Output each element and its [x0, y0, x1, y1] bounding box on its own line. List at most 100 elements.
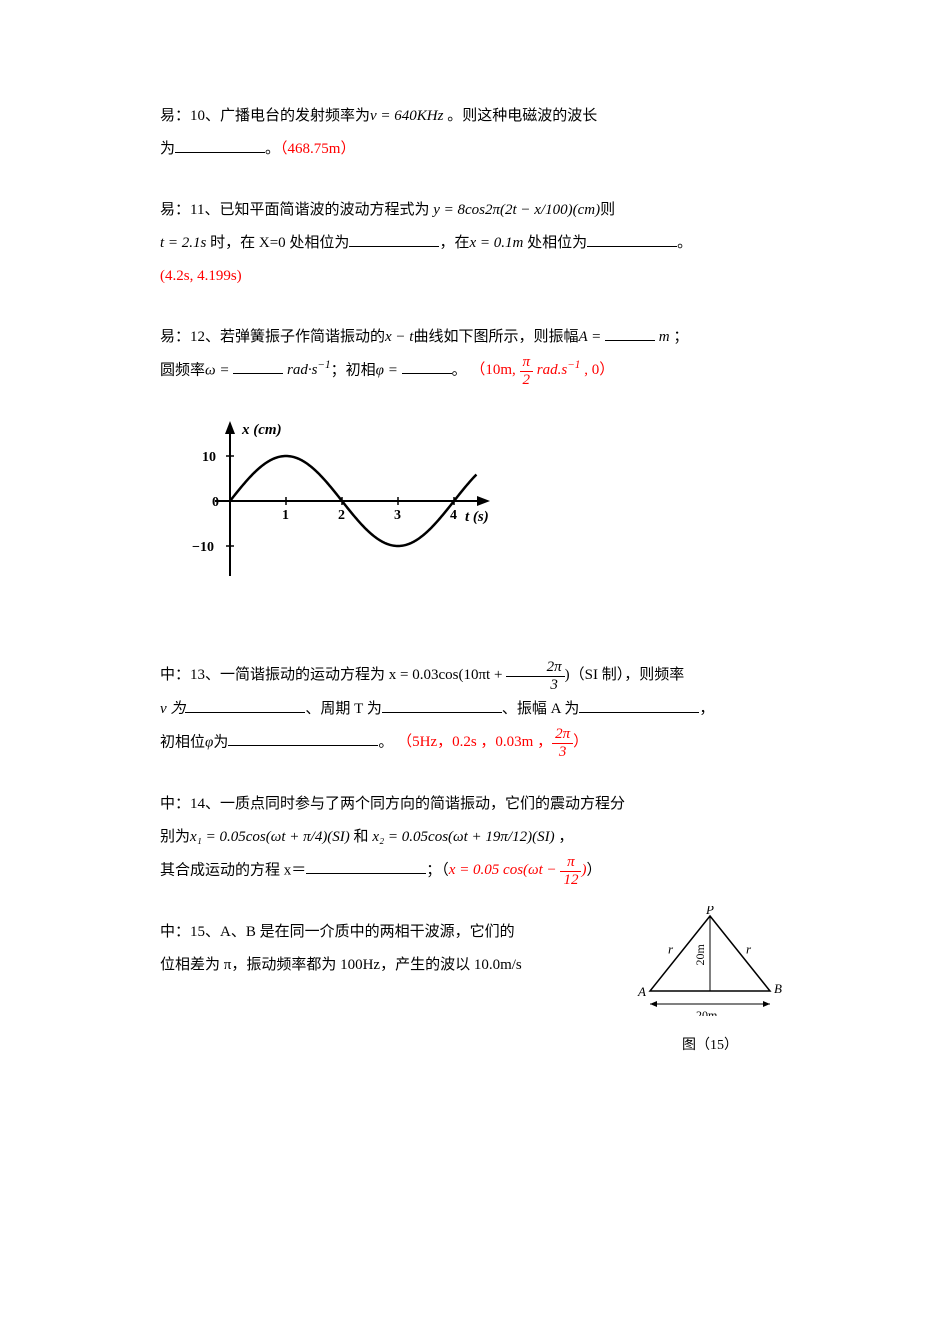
problem-14: 中：14、一质点同时参与了两个同方向的简谐振动，它们的震动方程分 别为x₁ = … — [160, 788, 785, 888]
svg-text:−10: −10 — [192, 540, 214, 555]
xt-chart: 100−101234x (cm)t (s) — [180, 416, 785, 599]
p13-afn: 2π — [552, 726, 573, 744]
svg-text:x (cm): x (cm) — [241, 422, 282, 438]
p11-blank1 — [349, 232, 439, 247]
p13-ao: （5Hz，0.2s ，0.03m ， — [397, 734, 552, 750]
p10-formula: ν = 640KHz — [370, 108, 443, 124]
p14-l3a: 其合成运动的方程 x＝ — [160, 862, 306, 878]
p12-blank-phi — [402, 359, 452, 374]
p13-prefix: 中：13、一简谐振动的运动方程为 x = 0.03cos(10πt + — [160, 667, 506, 683]
svg-text:2: 2 — [338, 508, 345, 523]
svg-text:r: r — [746, 942, 752, 957]
p13-bl4 — [228, 731, 378, 746]
p10-blank — [175, 138, 265, 153]
svg-text:P: P — [705, 906, 714, 917]
p13-l2c: 、振幅 A 为 — [502, 701, 580, 717]
problem-12: 易：12、若弹簧振子作简谐振动的x − t曲线如下图所示，则振幅A = m ； … — [160, 321, 785, 388]
p14-bl — [306, 859, 426, 874]
p14-afn: π — [560, 854, 581, 872]
svg-text:A: A — [637, 984, 646, 999]
p11-eqs: 则 — [600, 202, 615, 218]
p11-x: x = 0.1m — [469, 235, 523, 251]
p12-answer: （10m, π2 rad.s−1 , 0） — [470, 362, 614, 378]
p14-l3c: ） — [586, 862, 601, 878]
p10-answer: （468.75m） — [280, 141, 355, 157]
svg-text:0: 0 — [212, 495, 219, 510]
p14-l3b: ；（ — [426, 862, 449, 878]
p13-line1: 中：13、一简谐振动的运动方程为 x = 0.03cos(10πt + 2π3)… — [160, 667, 684, 683]
problem-15: PABrr20m20m 图（15） 中：15、A、B 是在同一介质中的两相干波源… — [160, 916, 785, 982]
p12-prefix: 易：12、若弹簧振子作简谐振动的 — [160, 329, 385, 345]
p13-bl1 — [185, 698, 305, 713]
problem-11: 易：11、已知平面简谐波的波动方程式为 y = 8cos2π(2t − x/10… — [160, 194, 785, 293]
p12-fd: 2 — [520, 372, 534, 389]
p14-l2a: 别为 — [160, 829, 190, 845]
svg-text:10: 10 — [202, 450, 216, 465]
svg-text:1: 1 — [282, 508, 289, 523]
p11-l2b: 时，在 X=0 处相位为 — [206, 235, 349, 251]
p12-line1: 易：12、若弹簧振子作简谐振动的x − t曲线如下图所示，则振幅A = m ； — [160, 329, 688, 345]
p12-A: A = — [578, 329, 605, 345]
p13-l2b: 、周期 T 为 — [305, 701, 381, 717]
p12-after: 曲线如下图所示，则振幅 — [413, 329, 578, 345]
p14-l2b: 和 — [350, 829, 373, 845]
p13-l3b: 为 — [213, 734, 228, 750]
svg-text:3: 3 — [394, 508, 401, 523]
p12-end: 。 — [452, 362, 467, 378]
xt-chart-svg: 100−101234x (cm)t (s) — [180, 416, 500, 586]
p12-au: rad.s — [533, 362, 567, 378]
p12-fn: π — [520, 354, 534, 372]
p14-eq2: x₂ = 0.05cos(ωt + 19π/12)(SI) — [372, 829, 554, 845]
p14-l1: 中：14、一质点同时参与了两个同方向的简谐振动，它们的震动方程分 — [160, 796, 625, 812]
p11-l2f: 。 — [677, 235, 692, 251]
triangle-figure: PABrr20m20m 图（15） — [635, 906, 785, 1062]
p14-eq1: x₁ = 0.05cos(ωt + π/4)(SI) — [190, 829, 350, 845]
p14-answer: x = 0.05 cos(ωt − π12) — [449, 862, 587, 878]
svg-text:r: r — [668, 942, 674, 957]
p13-afd: 3 — [552, 744, 573, 761]
p10-l2a: 为 — [160, 141, 175, 157]
p12-ao: （10m, — [470, 362, 519, 378]
p12-phi: φ = — [376, 362, 402, 378]
p15-l1: 中：15、A、B 是在同一介质中的两相干波源，它们的 — [160, 924, 515, 940]
p12-ac: , 0） — [580, 362, 614, 378]
p11-t: t = 2.1s — [160, 235, 206, 251]
p10-prefix: 易：10、广播电台的发射频率为 — [160, 108, 370, 124]
p13-fn: 2π — [506, 659, 565, 677]
problem-10: 易：10、广播电台的发射频率为ν = 640KHz 。则这种电磁波的波长 为 。（… — [160, 100, 785, 166]
p12-omega: ω = — [205, 362, 233, 378]
p13-l2a: ν 为 — [160, 701, 185, 717]
p12-ou: rad·s — [283, 362, 317, 378]
p13-after: )（SI 制），则频率 — [565, 667, 685, 683]
p10-after: 。则这种电磁波的波长 — [447, 108, 597, 124]
p12-l2a: 圆频率 — [160, 362, 205, 378]
p13-answer: （5Hz，0.2s ，0.03m ，2π3） — [397, 734, 588, 750]
p10-text: 易：10、广播电台的发射频率为ν = 640KHz 。则这种电磁波的波长 — [160, 108, 597, 124]
p13-bl2 — [382, 698, 502, 713]
p12-sup1: −1 — [317, 359, 330, 371]
problem-13: 中：13、一简谐振动的运动方程为 x = 0.03cos(10πt + 2π3)… — [160, 659, 785, 760]
p12-phase-prefix: ；初相 — [331, 362, 376, 378]
p13-l3a: 初相位 — [160, 734, 205, 750]
p14-l2c: ， — [555, 829, 574, 845]
svg-text:B: B — [774, 981, 782, 996]
p13-bl3 — [579, 698, 699, 713]
p13-l3c: 。 — [378, 734, 393, 750]
p12-semi: ； — [673, 329, 688, 345]
svg-text:20m: 20m — [693, 944, 707, 966]
svg-text:t (s): t (s) — [465, 509, 489, 525]
p11-answer: (4.2s, 4.199s) — [160, 268, 242, 284]
svg-text:20m: 20m — [696, 1008, 718, 1016]
p13-ac: ） — [573, 734, 588, 750]
p11-prefix: 易：11、已知平面简谐波的波动方程式为 — [160, 202, 433, 218]
p12-blank-omega — [233, 359, 283, 374]
triangle-svg: P A Br r 20m 20m — [635, 906, 785, 1016]
p10-l2b: 。 — [265, 141, 280, 157]
p11-blank2 — [587, 232, 677, 247]
p15-l2: 位相差为 π，振动频率都为 100Hz，产生的波以 10.0m/s — [160, 957, 522, 973]
p13-l2d: ， — [699, 701, 714, 717]
p14-afd: 12 — [560, 872, 581, 889]
p12-Au: m — [655, 329, 673, 345]
p13-fd: 3 — [506, 677, 565, 694]
p11-l2c: ，在 — [439, 235, 469, 251]
